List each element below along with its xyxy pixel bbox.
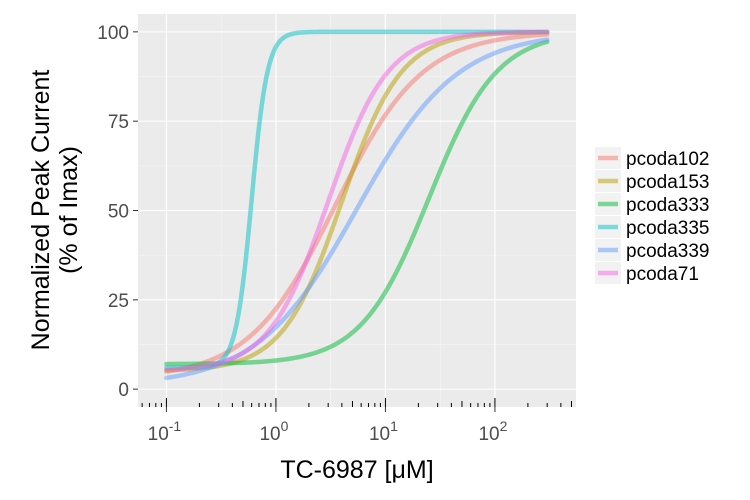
x-tick-label: 10-1 [148,418,182,445]
legend-label-pcoda335: pcoda335 [626,218,709,239]
y-axis-title-line2: (% of Imax) [55,146,83,274]
series-lines [164,29,550,381]
y-tick-label: 100 [97,23,129,44]
y-tick-label: 0 [118,380,129,401]
legend-label-pcoda153: pcoda153 [626,172,709,193]
y-axis-title: Normalized Peak Current (% of Imax) [27,70,83,351]
x-axis-title: TC-6987 [μM] [280,456,433,484]
y-tick-label: 25 [108,291,129,312]
y-tick-label: 75 [108,112,129,133]
x-tick-label: 100 [259,418,288,445]
y-axis-title-line1: Normalized Peak Current [27,70,55,351]
legend-label-pcoda333: pcoda333 [626,195,709,216]
x-tick-label: 102 [478,418,507,445]
legend-label-pcoda71: pcoda71 [626,264,699,285]
x-tick-label: 101 [369,418,398,445]
x-axis: 10-1 100 101 102 [141,398,572,445]
legend: pcoda102pcoda153pcoda333pcoda335pcoda339… [595,147,709,285]
y-axis: 0 25 50 75 100 [97,23,138,401]
y-tick-label: 50 [108,202,129,223]
series-line-pcoda71 [164,29,550,373]
legend-label-pcoda102: pcoda102 [626,149,709,170]
series-line-pcoda333 [164,39,550,367]
legend-label-pcoda339: pcoda339 [626,241,709,262]
